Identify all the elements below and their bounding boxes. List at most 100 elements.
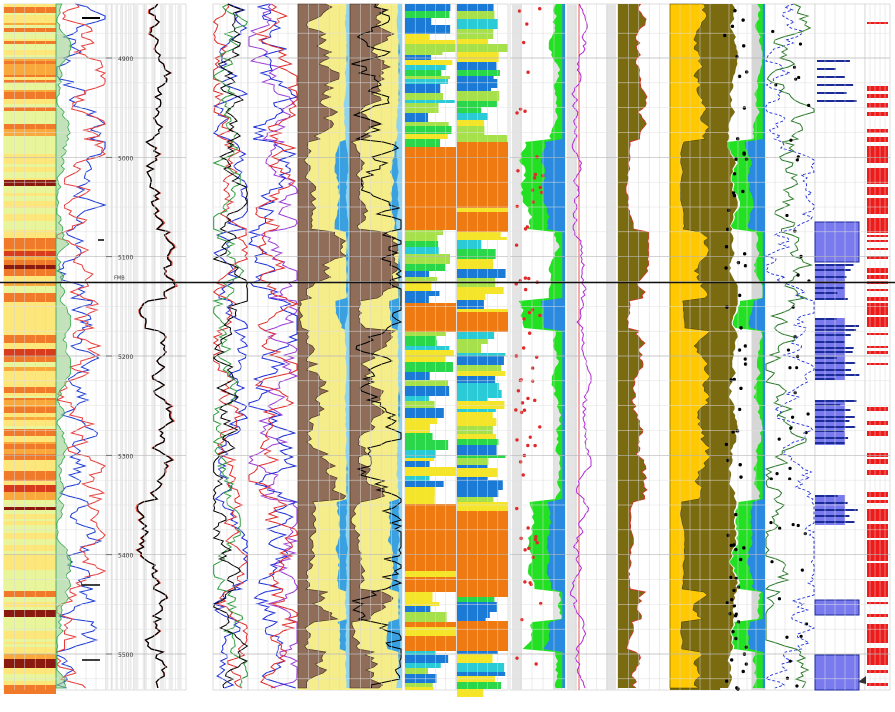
facies-segment bbox=[405, 544, 456, 551]
red-flag bbox=[867, 614, 888, 617]
color-bar-segment bbox=[4, 107, 56, 111]
facies-segment bbox=[457, 309, 508, 312]
color-bar-segment bbox=[4, 429, 56, 436]
curve-black bbox=[136, 3, 177, 689]
core-point bbox=[742, 546, 746, 550]
core-point bbox=[525, 22, 529, 26]
facies-segment bbox=[457, 222, 508, 232]
facies-segment bbox=[405, 433, 433, 440]
facies-segment bbox=[405, 254, 450, 264]
core-point bbox=[796, 273, 800, 277]
color-bar-segment bbox=[4, 607, 56, 610]
color-bar-segment bbox=[4, 23, 56, 25]
color-bar-segment bbox=[4, 178, 56, 180]
flag-line bbox=[815, 334, 851, 336]
facies-segment bbox=[457, 597, 495, 602]
core-point bbox=[522, 317, 526, 321]
facies-segment bbox=[457, 52, 499, 62]
core-point bbox=[518, 107, 523, 111]
track-4-stripe bbox=[160, 4, 165, 690]
core-point bbox=[796, 155, 800, 159]
core-point bbox=[738, 463, 742, 467]
color-bar-segment bbox=[4, 481, 56, 485]
color-bar-segment bbox=[4, 7, 56, 13]
red-flag bbox=[867, 317, 888, 327]
core-point bbox=[778, 526, 782, 530]
color-bar-segment bbox=[4, 158, 56, 164]
color-bar-segment bbox=[4, 666, 56, 668]
core-point bbox=[794, 366, 799, 370]
depth-label: 4900 bbox=[118, 56, 133, 63]
red-flag bbox=[867, 563, 888, 577]
color-bar-segment bbox=[4, 624, 56, 631]
flag-line bbox=[815, 292, 838, 294]
color-bar-segment bbox=[4, 519, 56, 521]
flag-line bbox=[815, 318, 837, 320]
color-bar-segment bbox=[4, 140, 56, 144]
color-bar-segment bbox=[4, 329, 56, 335]
facies-segment bbox=[405, 25, 451, 34]
track-3-stripe bbox=[106, 4, 109, 690]
red-flag bbox=[867, 187, 888, 195]
core-point bbox=[729, 658, 734, 662]
facies-segment bbox=[405, 113, 429, 122]
core-point bbox=[533, 443, 537, 448]
flag-line bbox=[815, 269, 851, 271]
facies-segment bbox=[405, 356, 446, 362]
core-point bbox=[538, 185, 542, 190]
flag-line bbox=[815, 369, 852, 371]
core-point bbox=[515, 111, 519, 115]
red-flag bbox=[867, 146, 888, 163]
red-flag bbox=[867, 470, 888, 475]
red-flag bbox=[867, 421, 888, 425]
flag-line bbox=[815, 495, 838, 497]
core-point bbox=[732, 377, 736, 382]
facies-segment bbox=[405, 212, 456, 215]
facies-segment bbox=[405, 396, 429, 401]
facies-segment bbox=[405, 476, 430, 481]
core-point bbox=[527, 546, 531, 551]
color-bar-segment bbox=[4, 279, 56, 283]
core-point bbox=[788, 659, 792, 663]
color-bar-segment bbox=[4, 32, 56, 39]
curve-3 bbox=[248, 3, 299, 689]
facies-segment bbox=[457, 618, 486, 621]
color-bar-segment bbox=[4, 510, 56, 514]
core-point bbox=[775, 472, 779, 476]
facies-segment bbox=[405, 440, 449, 450]
red-flag bbox=[867, 431, 888, 436]
color-bar-segment bbox=[4, 525, 56, 530]
facies-segment bbox=[405, 362, 453, 372]
core-point bbox=[743, 264, 748, 268]
facies-segment bbox=[405, 380, 448, 386]
color-bar-segment bbox=[4, 575, 56, 581]
color-bar-segment bbox=[4, 172, 56, 178]
color-bar-segment bbox=[4, 144, 56, 149]
flag-line bbox=[815, 357, 837, 359]
core-point bbox=[742, 152, 746, 156]
color-bar-segment bbox=[4, 180, 56, 186]
core-point bbox=[736, 620, 741, 624]
facies-segment bbox=[405, 551, 456, 557]
red-flag bbox=[867, 624, 888, 643]
facies-segment bbox=[405, 221, 456, 230]
color-bar-segment bbox=[4, 90, 56, 92]
facies-segment bbox=[457, 151, 508, 157]
core-point bbox=[515, 204, 519, 209]
color-bar-segment bbox=[4, 44, 56, 50]
core-point bbox=[785, 635, 789, 639]
facies-segment bbox=[457, 672, 506, 676]
core-point bbox=[521, 40, 526, 45]
red-flag bbox=[867, 240, 888, 242]
color-bar-segment bbox=[4, 269, 56, 276]
color-bar-segment bbox=[4, 111, 56, 116]
scroll-arrow-icon bbox=[858, 676, 866, 684]
core-point bbox=[530, 308, 535, 312]
color-bar-segment bbox=[4, 233, 56, 238]
red-flag bbox=[867, 346, 888, 348]
core-point bbox=[514, 243, 519, 247]
facies-segment bbox=[457, 172, 508, 181]
color-bar-segment bbox=[4, 674, 56, 681]
red-flag bbox=[867, 218, 888, 233]
color-bar-segment bbox=[4, 116, 56, 122]
